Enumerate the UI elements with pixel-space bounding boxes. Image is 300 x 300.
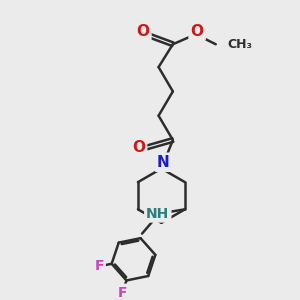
Text: F: F bbox=[118, 286, 127, 300]
Text: O: O bbox=[136, 24, 149, 39]
Text: NH: NH bbox=[146, 207, 169, 220]
Text: F: F bbox=[94, 260, 104, 273]
Text: O: O bbox=[191, 24, 204, 39]
Text: O: O bbox=[132, 140, 145, 154]
Text: CH₃: CH₃ bbox=[227, 38, 252, 51]
Text: N: N bbox=[157, 155, 169, 170]
